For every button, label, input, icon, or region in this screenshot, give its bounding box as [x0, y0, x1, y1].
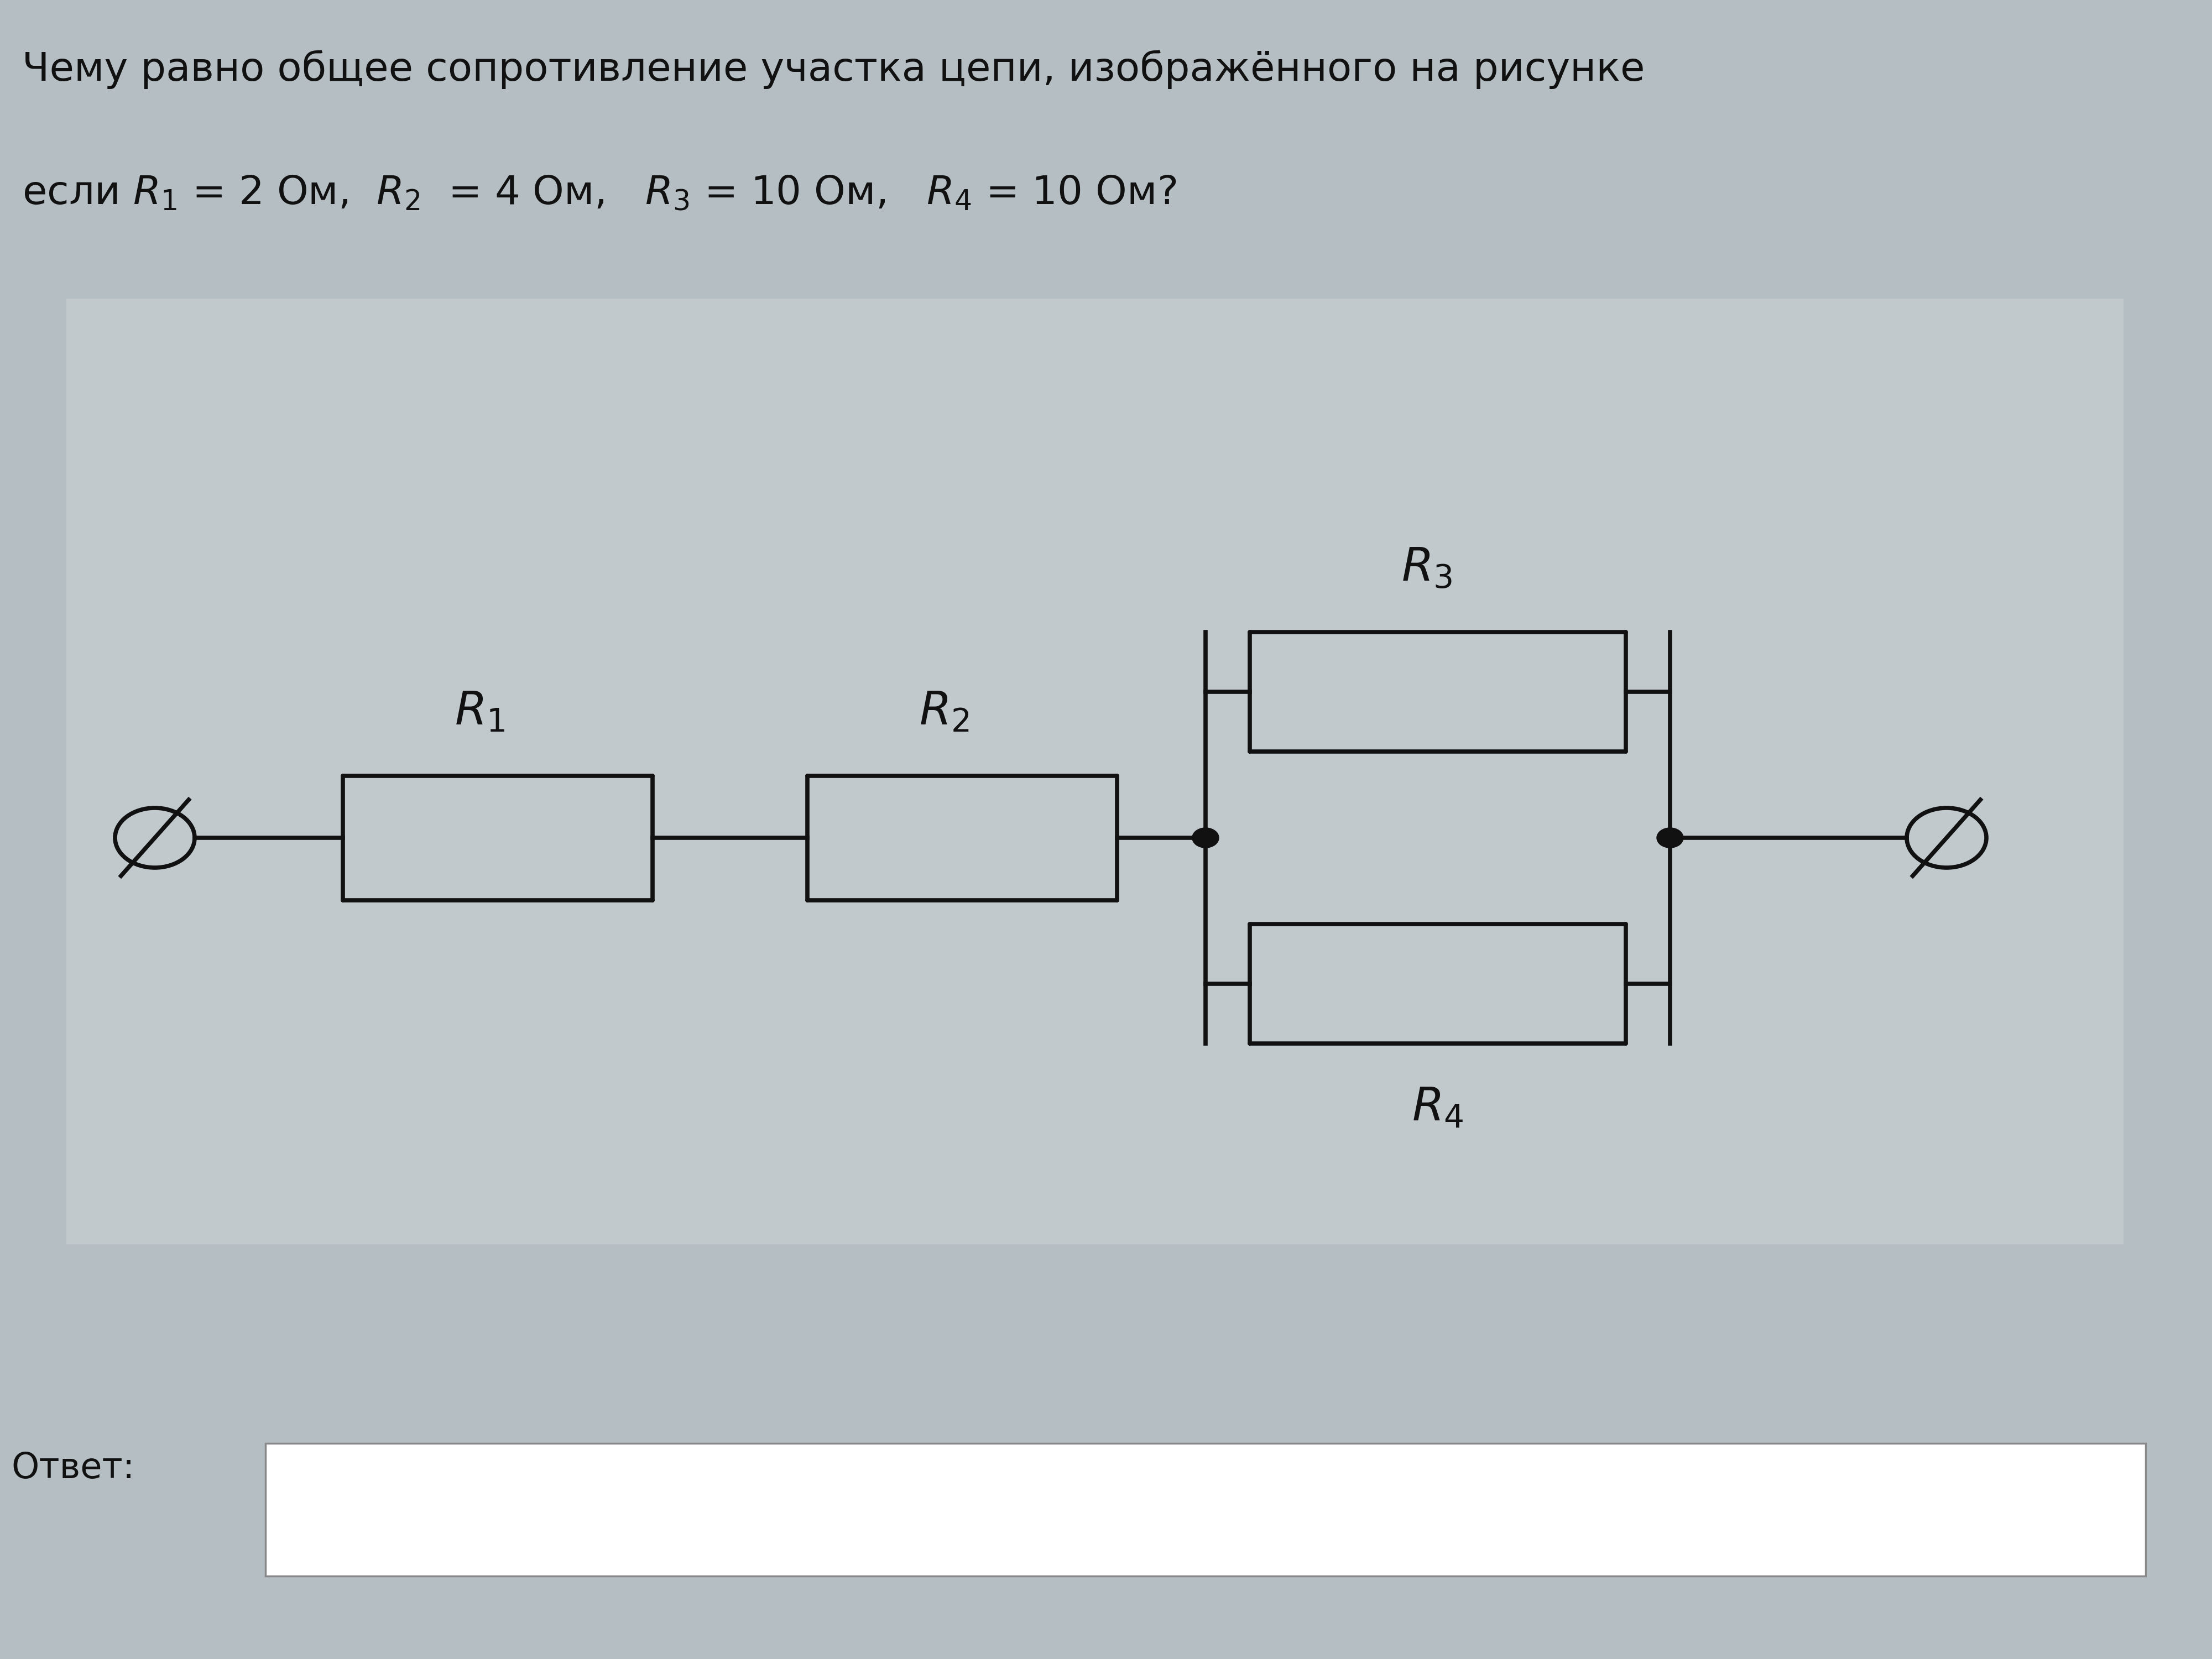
Text: Чему равно общее сопротивление участка цепи, изображённого на рисунке: Чему равно общее сопротивление участка ц…: [22, 50, 1646, 90]
Bar: [265, 1443, 2146, 1576]
Text: $R_1$: $R_1$: [456, 690, 504, 733]
Circle shape: [1657, 828, 1683, 848]
Text: $R_3$: $R_3$: [1400, 546, 1453, 591]
Circle shape: [1192, 828, 1219, 848]
Bar: [66, 299, 2124, 1244]
Text: $R_4$: $R_4$: [1411, 1085, 1464, 1130]
Text: если $R_1$ = 2 Ом,  $R_2$  = 4 Ом,   $R_3$ = 10 Ом,   $R_4$ = 10 Ом?: если $R_1$ = 2 Ом, $R_2$ = 4 Ом, $R_3$ =…: [22, 174, 1177, 212]
Text: Ответ:: Ответ:: [11, 1452, 135, 1485]
Text: $R_2$: $R_2$: [920, 690, 969, 733]
